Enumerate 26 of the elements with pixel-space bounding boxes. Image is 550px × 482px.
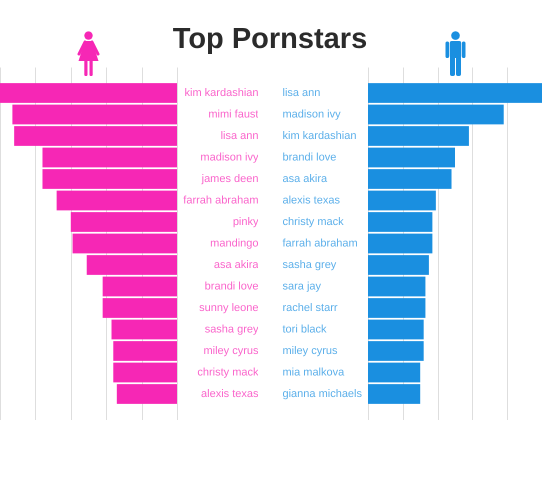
y-tick-label: mandingo: [210, 238, 258, 250]
y-tick-label: lisa ann: [220, 130, 258, 142]
y-tick-label: sasha grey: [282, 259, 337, 271]
y-tick-label: farrah abraham: [183, 194, 258, 207]
y-tick-label: brandi love: [282, 152, 336, 164]
y-tick-label: asa akira: [282, 173, 328, 186]
text: Top Pornstars: [172, 22, 368, 56]
y-tick-label: farrah abraham: [282, 238, 358, 250]
y-tick-label: christy mack: [282, 216, 344, 228]
y-tick-label: mimi faust: [208, 108, 258, 121]
y-tick-label: james deen: [200, 173, 258, 186]
y-tick-label: mia malkova: [282, 366, 346, 378]
y-tick-label: miley cyrus: [282, 344, 338, 357]
y-tick-label: sunny leone: [199, 302, 258, 314]
y-tick-label: lisa ann: [282, 87, 320, 100]
y-tick-label: sara jay: [282, 280, 322, 292]
y-tick-label: tori black: [282, 323, 328, 336]
y-tick-label: kim kardashian: [282, 130, 356, 142]
y-tick-label: alexis texas: [201, 388, 259, 400]
y-tick-label: alexis texas: [282, 194, 340, 207]
y-tick-label: gianna michaels: [282, 388, 362, 400]
y-tick-label: rachel starr: [282, 302, 338, 314]
y-tick-label: brandi love: [204, 280, 258, 292]
y-tick-label: madison ivy: [282, 108, 342, 121]
y-tick-label: kim kardashian: [184, 87, 258, 100]
y-tick-label: miley cyrus: [203, 344, 259, 357]
